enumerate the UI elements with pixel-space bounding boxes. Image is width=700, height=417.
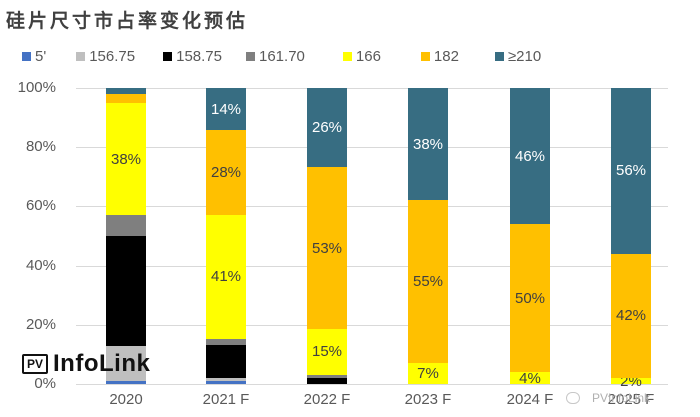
bar-segment (206, 344, 246, 378)
legend-item: 166 (342, 48, 381, 65)
legend-label: 166 (355, 48, 381, 65)
data-label: 28% (210, 164, 242, 182)
legend-swatch-icon (163, 52, 173, 61)
gridline (76, 384, 668, 385)
bar-segment: 28% (206, 130, 246, 215)
y-tick-label: 80% (25, 138, 56, 156)
bar-segment (106, 215, 146, 237)
bar-segment (206, 338, 246, 345)
legend-swatch-icon (494, 52, 504, 61)
bar-segment: 50% (510, 224, 550, 373)
data-label: 46% (514, 147, 546, 165)
bar-segment (307, 374, 347, 378)
bar-segment: 4% (510, 369, 550, 387)
bar-2021-f: 41% 28% 14% (206, 88, 246, 384)
bar-segment (307, 377, 347, 384)
legend-label: 158.75 (176, 48, 222, 65)
x-tick-label: 2020 (109, 391, 143, 408)
bar-segment: 53% (307, 167, 347, 330)
bar-segment (106, 381, 146, 384)
bar-segment: 55% (408, 200, 448, 364)
data-label: 50% (514, 289, 546, 307)
data-label: 26% (311, 119, 343, 137)
bar-segment: 7% (408, 363, 448, 384)
bar-segment: 41% (206, 214, 246, 339)
bar-segment (206, 377, 246, 381)
bar-segment (106, 88, 146, 94)
legend-item: 161.70 (246, 48, 305, 65)
gridline (76, 324, 668, 326)
bar-2023-f: 7% 55% 38% (408, 88, 448, 384)
legend-swatch-icon (246, 52, 255, 61)
bar-segment: 14% (206, 88, 246, 131)
bar-segment: 42% (611, 253, 651, 379)
legend-swatch-icon (420, 52, 430, 61)
legend-item: ≥210 (494, 48, 542, 65)
bar-segment: 38% (106, 102, 146, 216)
x-tick-label: 2022 F (303, 391, 351, 408)
gridline (76, 88, 668, 89)
legend-swatch-icon (22, 52, 31, 61)
bar-segment (106, 345, 146, 382)
data-label: 7% (417, 365, 439, 383)
bar-segment: 46% (510, 88, 550, 225)
legend-item: 156.75 (76, 48, 135, 65)
legend-swatch-icon (342, 52, 352, 61)
data-label: 56% (615, 162, 647, 180)
bar-2024-f: 4% 50% 46% (510, 88, 550, 387)
x-tick-label: 2021 F (202, 391, 250, 408)
bar-2020: 38% (106, 88, 146, 384)
x-tick-label: 2023 F (404, 391, 452, 408)
watermark: PVInfoLink (592, 391, 651, 405)
legend-item: 158.75 (163, 48, 222, 65)
bar-2025-f: 2% 42% 56% (611, 88, 651, 389)
bar-2022-f: 15% 53% 26% (307, 88, 347, 384)
x-tick-label: 2025 F (607, 391, 655, 408)
bar-segment (106, 236, 146, 346)
data-label: 42% (615, 307, 647, 325)
bar-segment: 15% (307, 329, 347, 375)
data-label: 14% (210, 100, 242, 118)
legend-label: 156.75 (89, 48, 136, 65)
data-label: 53% (311, 239, 343, 257)
legend-item: 182 (420, 48, 459, 65)
legend-label: 161.70 (259, 48, 305, 65)
y-tick-label: 20% (25, 315, 56, 333)
chart-title: 硅片尺寸市占率变化预估 (6, 10, 249, 32)
bar-segment (206, 380, 246, 384)
data-label: 55% (412, 273, 444, 291)
bar-segment: 2% (611, 374, 651, 389)
bar-segment: 26% (307, 88, 347, 168)
legend-swatch-icon (76, 52, 86, 61)
wechat-icon (566, 392, 580, 404)
bar-segment (106, 93, 146, 103)
y-tick-label: 100% (17, 79, 56, 96)
gridline (76, 265, 668, 267)
data-label: 4% (519, 369, 541, 387)
data-label: 38% (412, 135, 444, 153)
legend-label: 5' (35, 48, 47, 65)
y-tick-label: 0% (34, 375, 56, 392)
legend-label: ≥210 (507, 48, 542, 65)
pv-logo-icon: PV (22, 354, 49, 374)
y-tick-label: 60% (25, 197, 56, 215)
gridline (76, 147, 668, 149)
gridline (76, 206, 668, 208)
data-label: 38% (110, 150, 142, 168)
bar-segment: 38% (408, 88, 448, 201)
x-tick-label: 2024 F (506, 391, 554, 408)
legend-item: 5' (22, 48, 46, 65)
logo-text: InfoLink (53, 350, 151, 377)
infolink-logo: PV InfoLink (22, 350, 150, 378)
bar-segment: 56% (611, 88, 651, 254)
legend-label: 182 (433, 48, 459, 65)
data-label: 15% (311, 343, 343, 361)
chart-legend: 5' 156.75 158.75 161.70 166 182 ≥210 (22, 48, 541, 65)
data-label: 41% (210, 268, 242, 286)
y-tick-label: 40% (25, 256, 56, 274)
